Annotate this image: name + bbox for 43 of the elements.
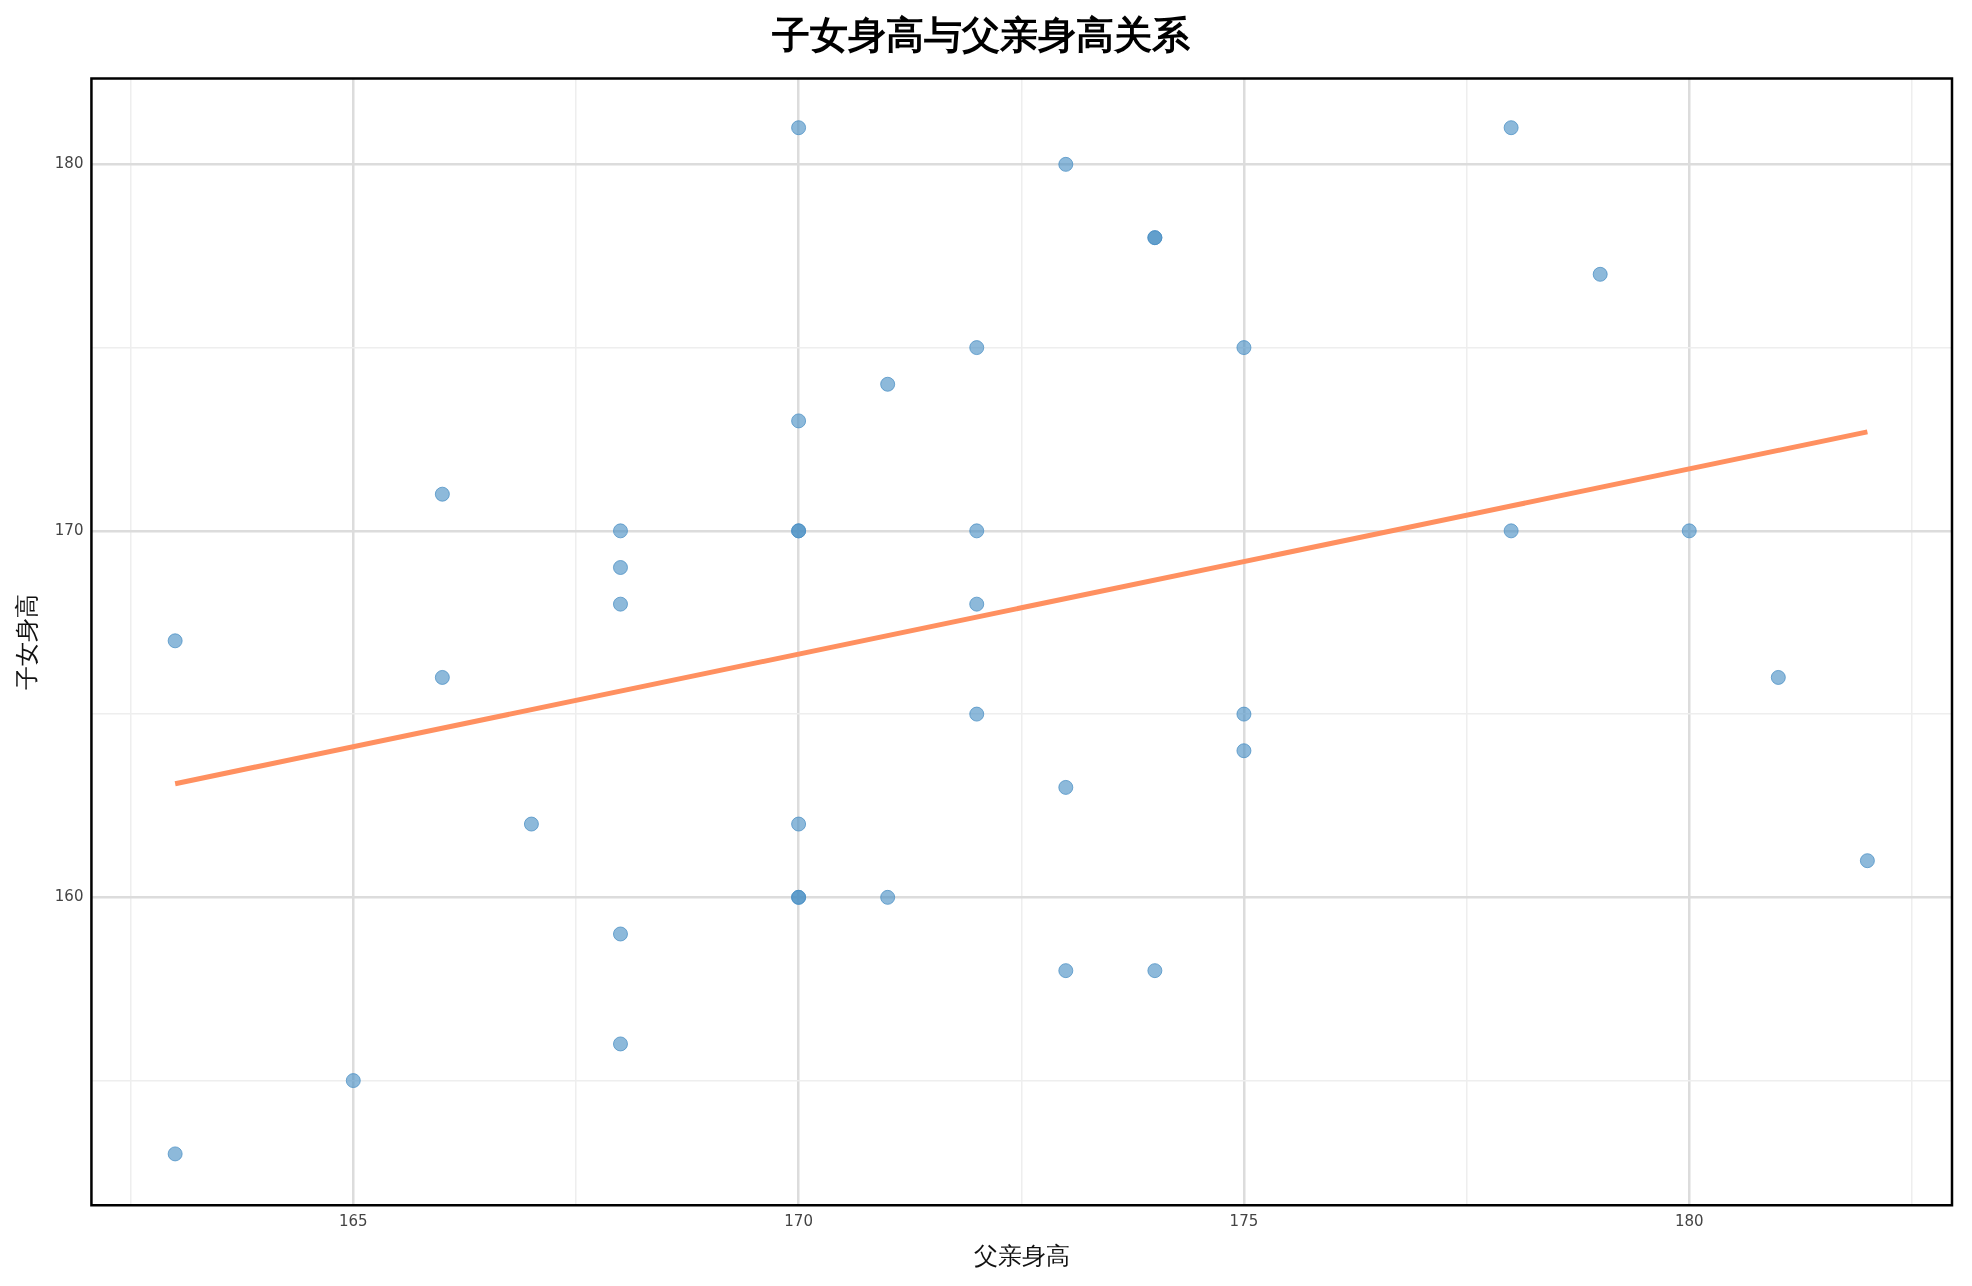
- point: [880, 889, 896, 905]
- point: [167, 633, 183, 649]
- y-tick-label: 170: [54, 520, 84, 539]
- point: [791, 413, 807, 429]
- point: [612, 596, 628, 612]
- x-tick-label: 180: [1674, 1212, 1704, 1231]
- point: [791, 120, 807, 136]
- point: [1503, 120, 1519, 136]
- point: [1770, 669, 1786, 685]
- point: [1058, 779, 1074, 795]
- y-tick-label: 180: [54, 154, 84, 173]
- point: [1859, 853, 1875, 869]
- point: [434, 669, 450, 685]
- point: [345, 1073, 361, 1089]
- point: [1681, 523, 1697, 539]
- y-axis-title: 子女身高: [12, 593, 41, 690]
- x-tick-label: 175: [1229, 1212, 1259, 1231]
- x-tick-label: 165: [338, 1212, 368, 1231]
- point: [969, 706, 985, 722]
- point: [1503, 523, 1519, 539]
- point: [1236, 706, 1252, 722]
- point: [1147, 963, 1163, 979]
- point: [969, 523, 985, 539]
- point: [167, 1146, 183, 1162]
- point: [1058, 156, 1074, 172]
- chart-title: 子女身高与父亲身高关系: [772, 12, 1191, 57]
- point: [969, 340, 985, 356]
- point: [1058, 963, 1074, 979]
- point: [791, 816, 807, 832]
- point: [1236, 340, 1252, 356]
- point: [612, 523, 628, 539]
- point: [434, 486, 450, 502]
- x-axis-title: 父亲身高: [973, 1241, 1070, 1270]
- point: [1236, 743, 1252, 759]
- x-tick-label: 170: [784, 1212, 813, 1231]
- y-tick-label: 160: [54, 887, 84, 906]
- point: [612, 1036, 628, 1052]
- point: [1592, 266, 1608, 282]
- point: [523, 816, 539, 832]
- point: [969, 596, 985, 612]
- point: [612, 926, 628, 942]
- point: [880, 376, 896, 392]
- point: [612, 560, 628, 575]
